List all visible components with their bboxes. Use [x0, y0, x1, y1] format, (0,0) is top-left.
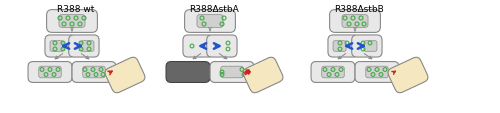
- FancyBboxPatch shape: [105, 58, 145, 93]
- FancyBboxPatch shape: [210, 62, 254, 83]
- Text: R388ΔstbA: R388ΔstbA: [189, 5, 239, 14]
- FancyBboxPatch shape: [83, 67, 105, 78]
- FancyBboxPatch shape: [221, 67, 243, 78]
- FancyBboxPatch shape: [81, 41, 94, 52]
- Text: R388ΔstbB: R388ΔstbB: [334, 5, 384, 14]
- FancyBboxPatch shape: [28, 62, 72, 83]
- FancyBboxPatch shape: [366, 67, 388, 78]
- FancyBboxPatch shape: [166, 62, 210, 83]
- Text: R388 wt: R388 wt: [58, 5, 94, 14]
- FancyBboxPatch shape: [50, 41, 63, 52]
- FancyBboxPatch shape: [352, 36, 382, 58]
- FancyBboxPatch shape: [45, 36, 76, 58]
- FancyBboxPatch shape: [59, 16, 85, 28]
- FancyBboxPatch shape: [243, 58, 283, 93]
- FancyBboxPatch shape: [388, 58, 428, 93]
- FancyBboxPatch shape: [364, 41, 377, 52]
- FancyBboxPatch shape: [183, 36, 214, 58]
- FancyBboxPatch shape: [355, 62, 399, 83]
- FancyBboxPatch shape: [46, 11, 98, 33]
- FancyBboxPatch shape: [311, 62, 355, 83]
- FancyBboxPatch shape: [330, 11, 380, 33]
- FancyBboxPatch shape: [197, 16, 223, 28]
- FancyBboxPatch shape: [39, 67, 61, 78]
- FancyBboxPatch shape: [206, 36, 237, 58]
- FancyBboxPatch shape: [328, 36, 358, 58]
- FancyBboxPatch shape: [68, 36, 99, 58]
- FancyBboxPatch shape: [184, 11, 236, 33]
- FancyBboxPatch shape: [333, 41, 346, 52]
- FancyBboxPatch shape: [342, 16, 368, 28]
- FancyBboxPatch shape: [72, 62, 116, 83]
- FancyBboxPatch shape: [322, 67, 344, 78]
